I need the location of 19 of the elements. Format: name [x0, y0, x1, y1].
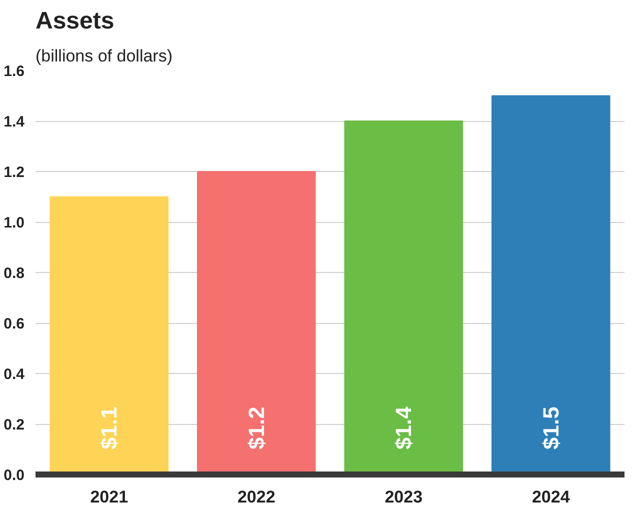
data-label: $1.1	[96, 406, 122, 450]
y-tick-label: 1.6	[4, 63, 25, 80]
chart-subtitle: (billions of dollars)	[36, 46, 172, 66]
y-tick-label: 0.4	[4, 366, 26, 383]
x-tick-label: 2023	[384, 488, 423, 506]
y-tick-label: 0.0	[4, 467, 25, 484]
y-tick-label: 0.2	[4, 416, 25, 434]
x-tick-label: 2021	[90, 488, 128, 506]
y-tick-label: 0.8	[4, 265, 25, 282]
y-tick-label: 1.4	[4, 114, 26, 130]
y-tick-label: 0.6	[4, 316, 25, 332]
x-tick-label: 2024	[532, 488, 570, 506]
data-label: $1.4	[391, 406, 416, 450]
y-tick-label: 1.2	[4, 164, 25, 181]
data-label: $1.2	[244, 406, 269, 450]
data-label: $1.5	[538, 406, 564, 450]
chart-title: Assets	[36, 8, 114, 34]
y-tick-label: 1.0	[4, 214, 25, 232]
x-tick-label: 2022	[237, 488, 276, 506]
